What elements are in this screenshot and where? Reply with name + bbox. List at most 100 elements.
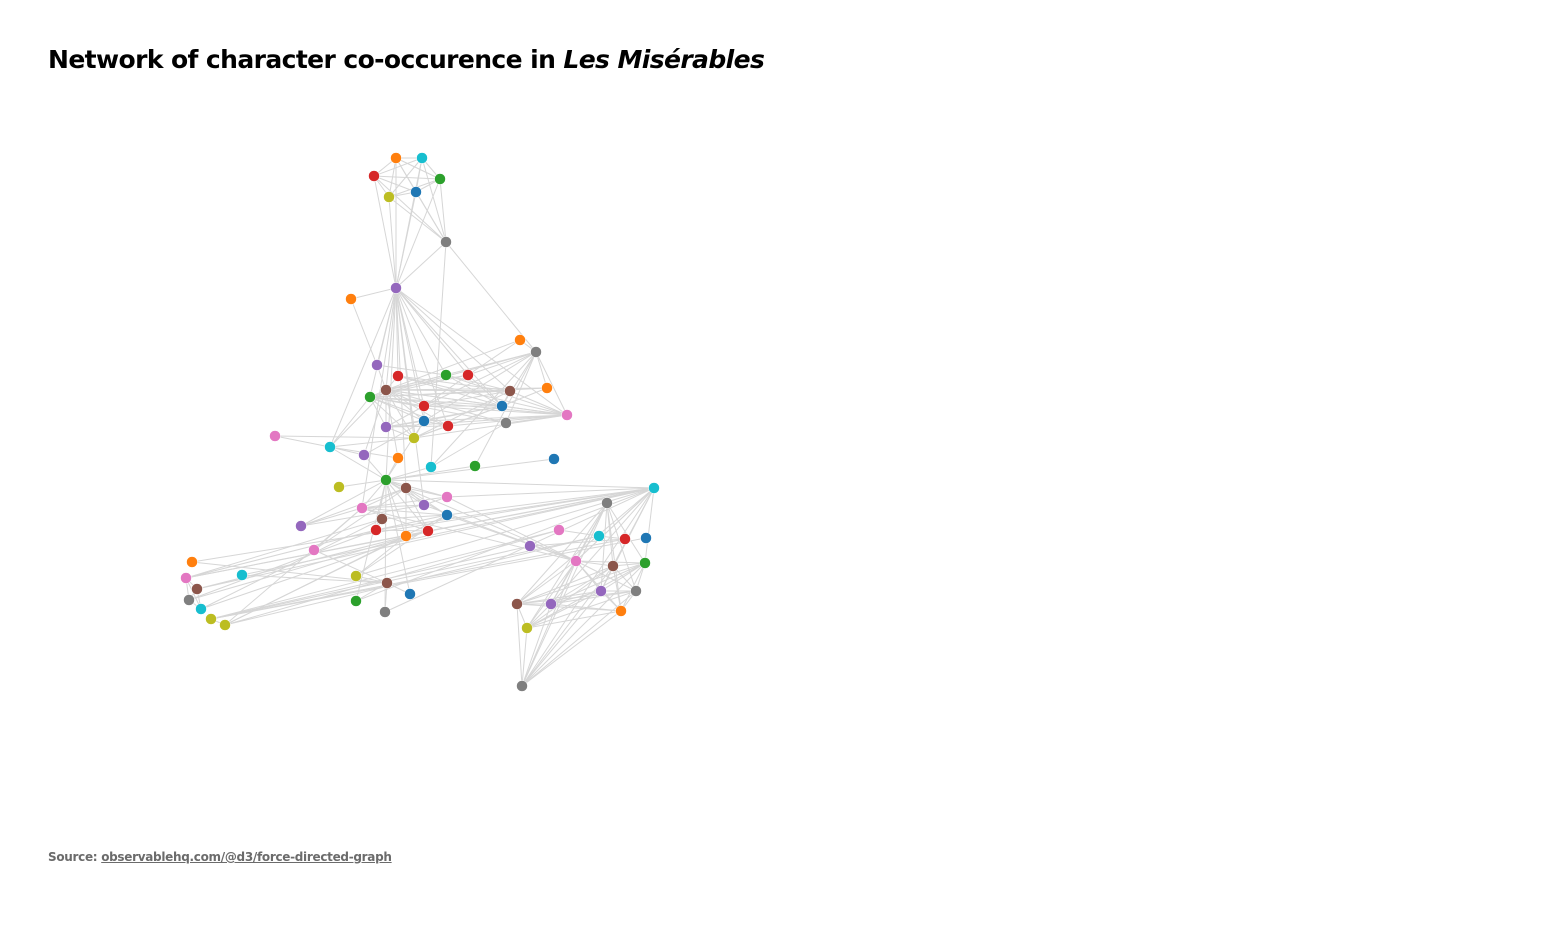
network-node[interactable] [545,598,557,610]
network-node[interactable] [593,530,605,542]
network-node[interactable] [511,598,523,610]
network-node[interactable] [553,524,565,536]
network-link [385,479,448,498]
network-link [526,565,614,629]
network-node[interactable] [640,532,652,544]
network-node[interactable] [308,544,320,556]
network-node[interactable] [496,400,508,412]
network-node[interactable] [541,382,553,394]
network-node[interactable] [504,385,516,397]
network-node[interactable] [440,236,452,248]
network-node[interactable] [376,513,388,525]
network-link [600,502,608,592]
network-node[interactable] [639,557,651,569]
network-link [600,562,646,592]
network-node[interactable] [462,369,474,381]
network-link [501,351,537,407]
network-node[interactable] [380,421,392,433]
network-node[interactable] [350,595,362,607]
network-node[interactable] [370,524,382,536]
network-node[interactable] [236,569,248,581]
network-link [373,157,423,177]
network-node[interactable] [350,570,362,582]
network-node[interactable] [418,400,430,412]
network-link [241,487,655,576]
network-link [521,627,528,687]
network-node[interactable] [416,152,428,164]
network-node[interactable] [390,282,402,294]
network-link [521,487,655,687]
network-node[interactable] [408,432,420,444]
network-link [521,502,608,687]
network-node[interactable] [561,409,573,421]
network-node[interactable] [392,452,404,464]
network-node[interactable] [418,499,430,511]
network-node[interactable] [205,613,217,625]
network-node[interactable] [404,588,416,600]
network-node[interactable] [440,369,452,381]
source-link[interactable]: observablehq.com/@d3/force-directed-grap… [101,850,392,864]
network-node[interactable] [400,530,412,542]
network-node[interactable] [186,556,198,568]
network-node[interactable] [630,585,642,597]
network-node[interactable] [219,619,231,631]
network-link [521,590,637,687]
network-node[interactable] [648,482,660,494]
network-node[interactable] [368,170,380,182]
network-link [395,287,503,407]
network-node[interactable] [434,173,446,185]
network-node[interactable] [422,525,434,537]
network-node[interactable] [500,417,512,429]
network-link [395,287,407,489]
network-node[interactable] [548,453,560,465]
network-node[interactable] [183,594,195,606]
network-node[interactable] [441,491,453,503]
network-node[interactable] [295,520,307,532]
network-node[interactable] [356,502,368,514]
network-node[interactable] [345,293,357,305]
network-node[interactable] [381,577,393,589]
network-node[interactable] [442,420,454,432]
network-link [446,487,655,498]
network-node[interactable] [601,497,613,509]
network-node[interactable] [383,191,395,203]
network-node[interactable] [364,391,376,403]
network-node[interactable] [410,186,422,198]
title-emphasis: Les Misérables [563,45,765,74]
network-node[interactable] [195,603,207,615]
network-link [373,175,397,289]
network-node[interactable] [269,430,281,442]
network-node[interactable] [180,572,192,584]
network-node[interactable] [380,384,392,396]
network-node[interactable] [191,583,203,595]
network-node[interactable] [425,461,437,473]
network-node[interactable] [516,680,528,692]
network-node[interactable] [379,606,391,618]
network-link [274,435,415,439]
network-node[interactable] [390,152,402,164]
network-node[interactable] [392,370,404,382]
network-node[interactable] [524,540,536,552]
network-node[interactable] [570,555,582,567]
network-node[interactable] [441,509,453,521]
network-link [361,507,448,516]
network-node[interactable] [595,585,607,597]
network-node[interactable] [521,622,533,634]
network-node[interactable] [358,449,370,461]
network-node[interactable] [418,415,430,427]
network-link [375,529,429,532]
network-node[interactable] [333,481,345,493]
network-node[interactable] [400,482,412,494]
network-node[interactable] [514,334,526,346]
network-node[interactable] [619,533,631,545]
network-node[interactable] [380,474,392,486]
network-node[interactable] [615,605,627,617]
network-node[interactable] [324,441,336,453]
network-link [395,157,441,180]
network-node[interactable] [607,560,619,572]
network-node[interactable] [469,460,481,472]
network-link [385,420,425,481]
network-node[interactable] [371,359,383,371]
network-node[interactable] [530,346,542,358]
source-note: Source: observablehq.com/@d3/force-direc… [48,850,392,864]
